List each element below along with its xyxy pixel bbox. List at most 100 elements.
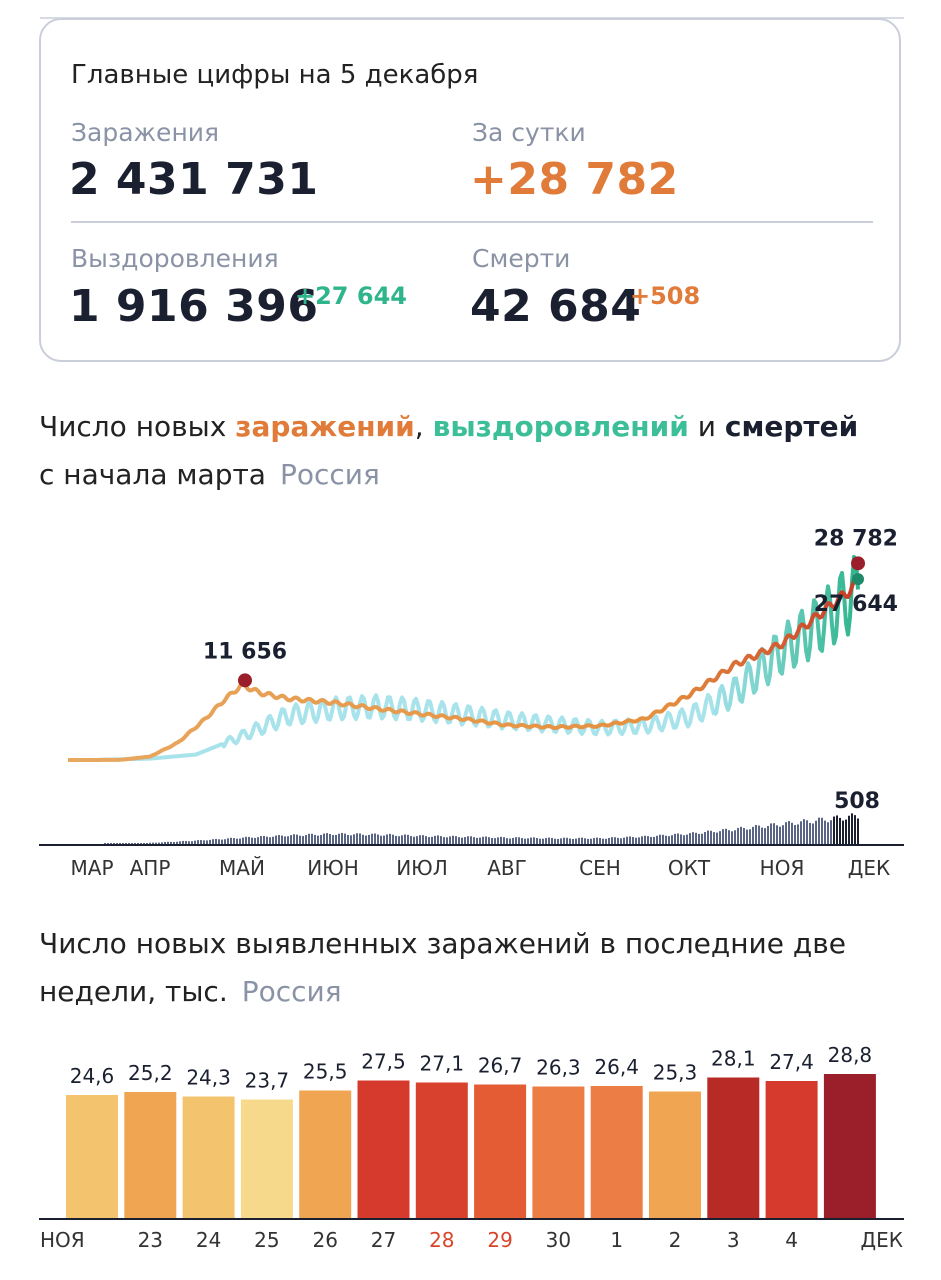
bar-value-label: 28,1	[711, 1047, 756, 1071]
deaths-bar	[608, 837, 610, 844]
deaths-bar	[182, 840, 184, 844]
deaths-bar	[521, 838, 523, 844]
deaths-label: Смерти	[472, 244, 571, 273]
deaths-bar	[389, 833, 391, 844]
bar-value-label: 23,7	[245, 1069, 290, 1093]
deaths-bar	[602, 838, 604, 844]
deaths-bar	[770, 823, 772, 844]
deaths-bar	[242, 837, 244, 844]
deaths-bar	[314, 834, 316, 844]
deaths-bar	[539, 838, 541, 844]
deaths-bar	[818, 817, 820, 844]
deaths-bar	[812, 823, 814, 844]
deaths-bar	[563, 837, 565, 844]
bar-tick-label: 23	[138, 1228, 163, 1252]
deaths-bar	[110, 843, 112, 844]
deaths-bar	[677, 833, 679, 844]
bar-value-label: 28,8	[828, 1043, 873, 1067]
deaths-bar	[581, 837, 583, 844]
deaths-bar	[308, 833, 310, 844]
deaths-bar	[713, 832, 715, 844]
x-tick-label: ИЮЛ	[396, 856, 448, 880]
deaths-bar	[431, 836, 433, 844]
deaths-bar	[605, 838, 607, 844]
deaths-bar	[272, 836, 274, 844]
deaths-bar	[392, 834, 394, 844]
deaths-bar	[452, 835, 454, 844]
deaths-bar	[719, 831, 721, 844]
deaths-bar	[350, 835, 352, 844]
deaths-bar	[512, 837, 514, 844]
bar	[823, 1074, 876, 1218]
deaths-bar	[278, 834, 280, 844]
deaths-bar	[179, 841, 181, 844]
deaths-bar	[212, 839, 214, 844]
deaths-bar	[152, 842, 154, 844]
deaths-bar	[518, 837, 520, 844]
deaths-bar	[230, 837, 232, 844]
bar-value-label: 27,1	[420, 1052, 465, 1076]
x-tick-label: АПР	[130, 856, 171, 880]
deaths-bar	[188, 841, 190, 844]
recoveries-line-late	[712, 554, 860, 717]
bar-value-label: 27,5	[361, 1050, 406, 1074]
deaths-bar	[143, 843, 145, 844]
bar-tick-label: ДЕК	[861, 1228, 903, 1252]
deaths-bar	[824, 820, 826, 844]
deaths-bar	[200, 840, 202, 844]
deaths-bar	[542, 838, 544, 844]
x-tick-label: МАР	[71, 856, 114, 880]
deaths-bar	[809, 822, 811, 844]
bar-tick-label: 4	[785, 1228, 798, 1252]
chart1-heading-sep: ,	[414, 410, 433, 443]
deaths-bar	[137, 843, 139, 844]
deaths-bar	[737, 827, 739, 844]
deaths-bar	[218, 839, 220, 844]
deaths-bar	[791, 822, 793, 844]
infections-label: Заражения	[71, 118, 220, 147]
deaths-bar	[710, 830, 712, 844]
bar	[474, 1084, 527, 1218]
deaths-bar	[551, 837, 553, 844]
bar-value-label: 25,3	[653, 1061, 698, 1085]
deaths-bar	[248, 836, 250, 844]
deaths-bar	[680, 834, 682, 844]
deaths-bar	[296, 834, 298, 844]
deaths-bar	[158, 842, 160, 844]
deaths-bar	[557, 838, 559, 844]
deaths-bar	[332, 835, 334, 844]
deaths-bar	[641, 836, 643, 844]
infections-line	[68, 576, 860, 762]
deaths-bar	[590, 838, 592, 844]
deaths-bar	[536, 837, 538, 844]
deaths-bar	[113, 843, 115, 844]
deaths-bar	[299, 835, 301, 844]
deaths-bar	[782, 825, 784, 844]
daily-cases-chart: МАР АПР МАЙ ИЮН ИЮЛ АВГ СЕН ОКТ НОЯ ДЕК 11 656 28 7…	[39, 526, 904, 880]
deaths-bar	[833, 816, 835, 844]
deaths-bar	[599, 838, 601, 844]
recoveries-delta: +27 644	[295, 282, 407, 310]
deaths-bar	[104, 843, 106, 844]
chart1-heading-infections: заражений	[235, 410, 415, 443]
bar-value-label: 25,5	[303, 1060, 348, 1084]
deaths-bar	[620, 838, 622, 844]
bar-tick-label: 26	[312, 1228, 337, 1252]
deaths-bar	[419, 835, 421, 844]
deaths-bar	[728, 830, 730, 844]
deaths-bar	[365, 835, 367, 844]
deaths-bar	[422, 835, 424, 844]
deaths-bar	[443, 837, 445, 844]
bar-tick-label: НОЯ	[40, 1228, 85, 1252]
deaths-bar	[800, 821, 802, 844]
x-tick-label: МАЙ	[219, 856, 265, 880]
deaths-bar	[578, 837, 580, 844]
latest-infections-marker	[851, 556, 865, 571]
deaths-bar	[548, 837, 550, 844]
deaths-bar	[656, 835, 658, 844]
deaths-bar	[704, 832, 706, 844]
deaths-bar	[305, 835, 307, 844]
deaths-bar	[794, 825, 796, 844]
deaths-bar	[122, 843, 124, 844]
summary-title: Главные цифры на 5 декабря	[71, 60, 479, 90]
